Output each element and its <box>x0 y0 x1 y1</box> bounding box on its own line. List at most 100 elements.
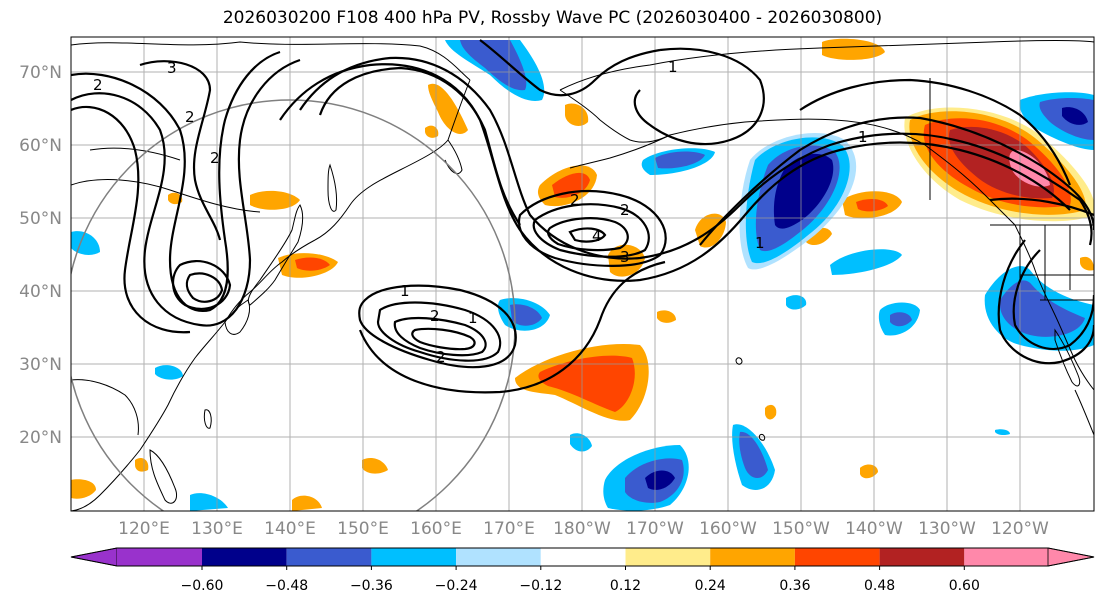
contour-jet-3 <box>318 66 521 226</box>
lon-label: 160°W <box>699 519 757 539</box>
coast-alaska-south <box>669 118 1016 226</box>
colorbar-segment <box>625 548 711 566</box>
anomaly-negative-small-f <box>995 429 1010 436</box>
contour-north-alaska <box>799 78 1072 186</box>
lon-label: 150°E <box>337 519 389 539</box>
lon-label: 140°E <box>264 519 316 539</box>
contour-asia-3 <box>139 60 222 241</box>
anomaly-positive-small-f <box>135 458 149 472</box>
colorbar-segment <box>540 548 626 566</box>
anomaly-negative-subtropical-east-max <box>645 470 675 490</box>
anomaly-positive-north-pacific-east-core <box>856 198 888 212</box>
contour-wave-1 <box>517 189 667 267</box>
anomaly-positive-japan-core <box>295 257 330 271</box>
contour-asia-2 <box>71 50 281 312</box>
coast-okhotsk <box>314 79 471 241</box>
contour-asia-5 <box>172 260 232 310</box>
lon-label: 160°E <box>410 519 462 539</box>
anomaly-negative-alaska-max <box>1062 107 1088 125</box>
contour-label: 1 <box>468 309 478 327</box>
lon-label: 130°W <box>918 519 976 539</box>
longitude-labels: 120°E 130°E 140°E 150°E 160°E 170°E 180°… <box>118 519 1049 539</box>
contour-label: 2 <box>210 149 220 167</box>
anomaly-negative-central-pacific <box>830 249 902 275</box>
colorbar-extend-max <box>1047 547 1095 567</box>
anomaly-negative-small-a <box>786 295 807 310</box>
colorbar-tick-label: 0.24 <box>695 578 726 594</box>
contour-label: 3 <box>167 59 177 77</box>
anomaly-negative-aleutian-core <box>655 151 705 169</box>
contour-jet-1 <box>279 63 1071 282</box>
anomaly-negative-small-b <box>570 433 592 452</box>
anomaly-positive-small-h <box>292 495 322 511</box>
coast-alaska-west <box>559 89 671 143</box>
border-us-states <box>1019 225 1094 301</box>
contour-wave-4 <box>568 227 607 243</box>
colorbar-segment <box>117 548 202 566</box>
lon-label: 170°E <box>483 519 535 539</box>
lat-label: 20°N <box>19 428 62 448</box>
anomaly-positive-arctic <box>822 38 885 60</box>
contour-label: 1 <box>858 128 868 146</box>
lon-label: 130°E <box>191 519 243 539</box>
colorbar-segment <box>202 548 287 566</box>
anomaly-positive-northeast-china <box>250 190 300 210</box>
colorbar-segment <box>371 548 457 566</box>
colorbar-tick-label: −0.36 <box>350 578 393 594</box>
lon-label: 170°W <box>626 519 684 539</box>
latitude-labels: 70°N 60°N 50°N 40°N 30°N 20°N <box>19 63 62 448</box>
contour-south-2 <box>376 301 502 362</box>
lat-label: 50°N <box>19 209 62 229</box>
map-frame <box>70 36 1095 512</box>
contour-jet-2 <box>299 56 1093 260</box>
coast-alaska <box>559 40 1094 91</box>
anomaly-negative-small-e <box>190 493 228 511</box>
colorbar-tick-label: −0.48 <box>265 578 308 594</box>
coast-aleutians <box>569 134 671 169</box>
colorbar-outline <box>70 547 1095 567</box>
colorbar-tick-label: −0.24 <box>435 578 478 594</box>
contour-asia-1 <box>71 58 301 327</box>
anomaly-negative-us-west-core <box>999 280 1085 337</box>
colorbar-segment <box>710 548 795 566</box>
contour-east-2 <box>1012 249 1094 350</box>
contour-label: 2 <box>93 76 103 94</box>
lon-label: 150°W <box>772 519 830 539</box>
colorbar-segment <box>964 548 1048 566</box>
contour-label: 4 <box>592 227 602 245</box>
colorbar-extend-min <box>70 547 118 567</box>
anomaly-positive-small-d <box>765 404 777 420</box>
anomaly-negative-bering-north-core <box>460 40 527 91</box>
anomaly-positive-small-k <box>1080 256 1094 271</box>
lon-label: 120°E <box>118 519 170 539</box>
coast-na-west <box>1014 224 1094 391</box>
lon-label: 140°W <box>845 519 903 539</box>
colorbar: −0.60 −0.48 −0.36 −0.24 −0.12 0.12 0.24 0.36 0.4… <box>70 547 1095 594</box>
contour-south-4 <box>411 327 476 351</box>
contour-label: 2 <box>430 307 440 325</box>
colorbar-segment <box>456 548 541 566</box>
coast-sakhalin <box>327 163 338 212</box>
coast-japan <box>247 204 304 306</box>
lat-label: 70°N <box>19 63 62 83</box>
coast-philippines <box>149 449 178 504</box>
contour-east-1 <box>699 116 1094 246</box>
contour-label: 2 <box>620 201 630 219</box>
anomaly-positive-small-b <box>657 310 676 323</box>
coast-asia-north <box>71 41 471 81</box>
colorbar-tick-label: −0.60 <box>181 578 224 594</box>
anomaly-negative-east-small-core <box>890 312 912 327</box>
colorbar-segment <box>879 548 965 566</box>
contour-wave-2 <box>532 203 650 258</box>
colorbar-tick-label: 0.36 <box>779 578 810 594</box>
coast-hawaii <box>758 434 766 441</box>
contour-north-2 <box>633 47 765 146</box>
lon-label: 180°W <box>553 519 611 539</box>
contour-south-1 <box>358 284 517 369</box>
coast-china-south <box>71 379 139 436</box>
coast-kamchatka <box>444 139 463 175</box>
anomaly-negative-small-c <box>155 365 183 380</box>
colorbar-tick-label: −0.12 <box>519 578 562 594</box>
colorbar-tick-label: 0.60 <box>949 578 980 594</box>
